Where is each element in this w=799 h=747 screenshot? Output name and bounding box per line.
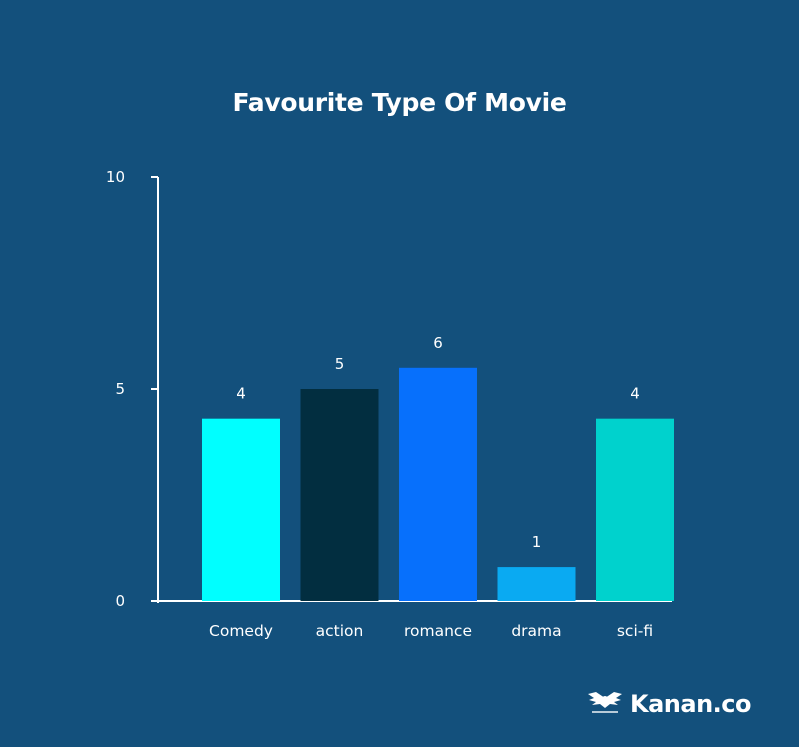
x-tick-label: action (316, 622, 364, 640)
y-tick-label: 0 (115, 592, 125, 610)
x-tick-label: Comedy (209, 622, 273, 640)
bar-drama (497, 567, 576, 601)
brand-logo: Kanan.co (586, 688, 752, 720)
data-label: 5 (335, 355, 345, 373)
data-label: 4 (630, 385, 640, 403)
bar-comedy (202, 418, 280, 601)
x-tick-label: romance (404, 622, 472, 640)
data-label: 4 (236, 385, 246, 403)
data-label: 1 (532, 533, 542, 551)
wings-logo-icon (588, 692, 622, 713)
bar-romance (399, 367, 477, 601)
x-tick-label: sci-fi (617, 622, 653, 640)
y-tick-label: 5 (115, 380, 125, 398)
brand-name: Kanan.co (630, 690, 752, 718)
x-tick-label: drama (511, 622, 561, 640)
bar-action (300, 389, 379, 601)
bar-sci-fi (596, 418, 674, 601)
chart-title: Favourite Type Of Movie (232, 88, 567, 117)
y-tick-label: 10 (106, 168, 125, 186)
data-label: 6 (433, 334, 443, 352)
